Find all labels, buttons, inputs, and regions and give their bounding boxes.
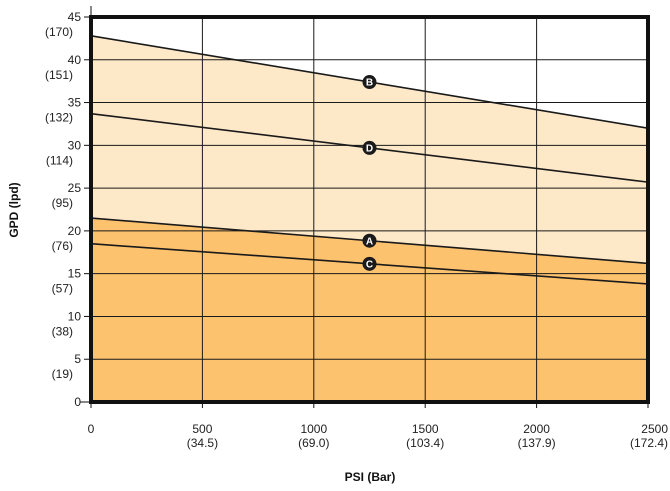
series-marker-label-d: D: [366, 144, 373, 155]
series-marker-label-a: A: [366, 236, 373, 247]
y-tick-label: 30: [68, 138, 82, 152]
series-marker-label-b: B: [366, 78, 373, 89]
y-tick-label: 10: [68, 309, 82, 323]
x-tick-label: 1000: [300, 422, 327, 436]
x-tick-sublabel: (69.0): [298, 436, 329, 450]
series-marker-b: [362, 75, 377, 90]
x-tick-sublabel: (34.5): [187, 436, 218, 450]
y-tick-sublabel: (19): [52, 367, 73, 381]
y-tick-label: 45: [68, 10, 82, 24]
y-tick-sublabel: (151): [45, 68, 73, 82]
y-tick-sublabel: (114): [46, 153, 73, 167]
x-tick-label: 0: [88, 422, 95, 436]
y-tick-label: 35: [68, 96, 82, 110]
y-tick-sublabel: (95): [52, 196, 73, 210]
x-tick-sublabel: (172.4): [630, 436, 668, 450]
x-tick-sublabel: (103.4): [406, 436, 444, 450]
y-axis-title: GPD (lpd): [7, 182, 21, 237]
series-marker-a: [362, 233, 377, 248]
y-tick-sublabel: (38): [52, 324, 73, 338]
y-tick-sublabel: (57): [52, 282, 73, 296]
y-tick-label: 5: [74, 352, 81, 366]
y-tick-label: 40: [68, 53, 82, 67]
series-marker-d: [362, 140, 377, 155]
y-tick-label: 20: [68, 224, 82, 238]
series-marker-c: [362, 256, 377, 271]
x-tick-label: 2000: [523, 422, 550, 436]
x-tick-sublabel: (137.9): [518, 436, 556, 450]
x-tick-label: 500: [192, 422, 212, 436]
y-tick-label: 0: [74, 395, 81, 409]
axes: 05(19)10(38)15(57)20(76)25(95)30(114)35(…: [45, 6, 668, 450]
y-tick-sublabel: (132): [45, 111, 73, 125]
y-tick-sublabel: (76): [52, 239, 73, 253]
y-tick-label: 15: [68, 267, 82, 281]
plot-area: B D A C: [90, 17, 649, 402]
x-tick-label: 2500: [641, 422, 668, 436]
series-marker-label-c: C: [366, 259, 373, 270]
lower-band: [91, 218, 648, 402]
x-tick-label: 1500: [412, 422, 439, 436]
x-axis-title: PSI (Bar): [345, 470, 396, 484]
y-tick-sublabel: (170): [45, 25, 73, 39]
y-tick-label: 25: [68, 181, 82, 195]
